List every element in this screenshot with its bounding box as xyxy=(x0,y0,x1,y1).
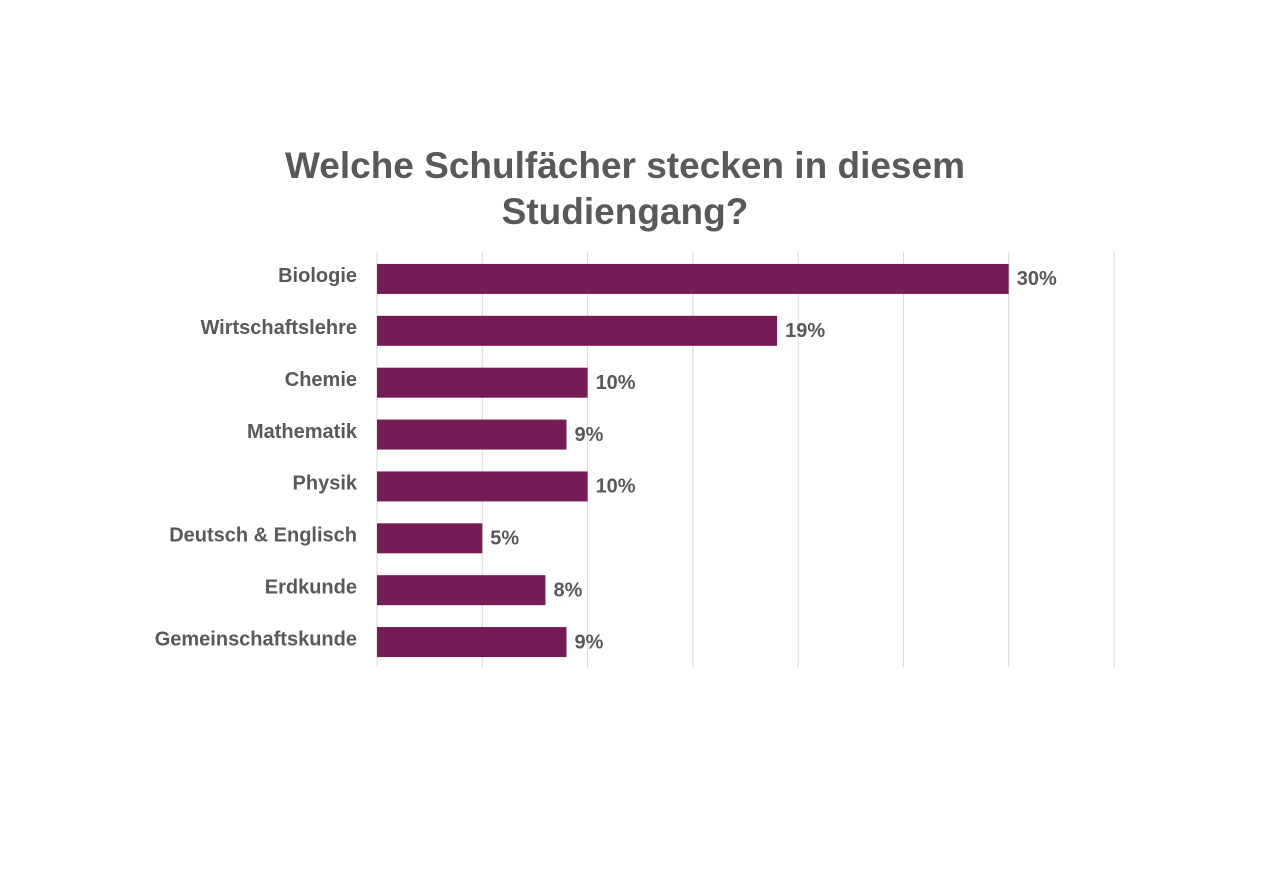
bar xyxy=(377,523,483,554)
data-label: 30% xyxy=(1017,268,1057,290)
y-tick-label: Deutsch & Englisch xyxy=(169,525,357,547)
data-label: 19% xyxy=(785,320,825,342)
y-tick-label: Wirtschaftslehre xyxy=(200,317,357,339)
data-label: 9% xyxy=(575,631,604,653)
chart-title: Welche Schulfächer stecken in diesem Stu… xyxy=(285,145,965,232)
data-label: 10% xyxy=(596,476,636,498)
bar xyxy=(377,575,546,606)
y-tick-label: Mathematik xyxy=(247,421,358,443)
bar xyxy=(377,471,588,502)
bar xyxy=(377,263,1009,294)
y-tick-label: Physik xyxy=(293,473,358,495)
data-label: 9% xyxy=(575,424,604,446)
y-tick-label: Chemie xyxy=(285,369,357,391)
y-tick-label: Biologie xyxy=(278,265,357,287)
data-label: 10% xyxy=(596,372,636,394)
bar xyxy=(377,419,567,450)
data-label: 5% xyxy=(490,528,519,550)
y-tick-label: Gemeinschaftskunde xyxy=(155,628,357,650)
bar xyxy=(377,627,567,658)
bar xyxy=(377,315,778,346)
y-tick-label: Erdkunde xyxy=(265,576,357,598)
data-label: 8% xyxy=(553,579,582,601)
bar xyxy=(377,367,588,398)
